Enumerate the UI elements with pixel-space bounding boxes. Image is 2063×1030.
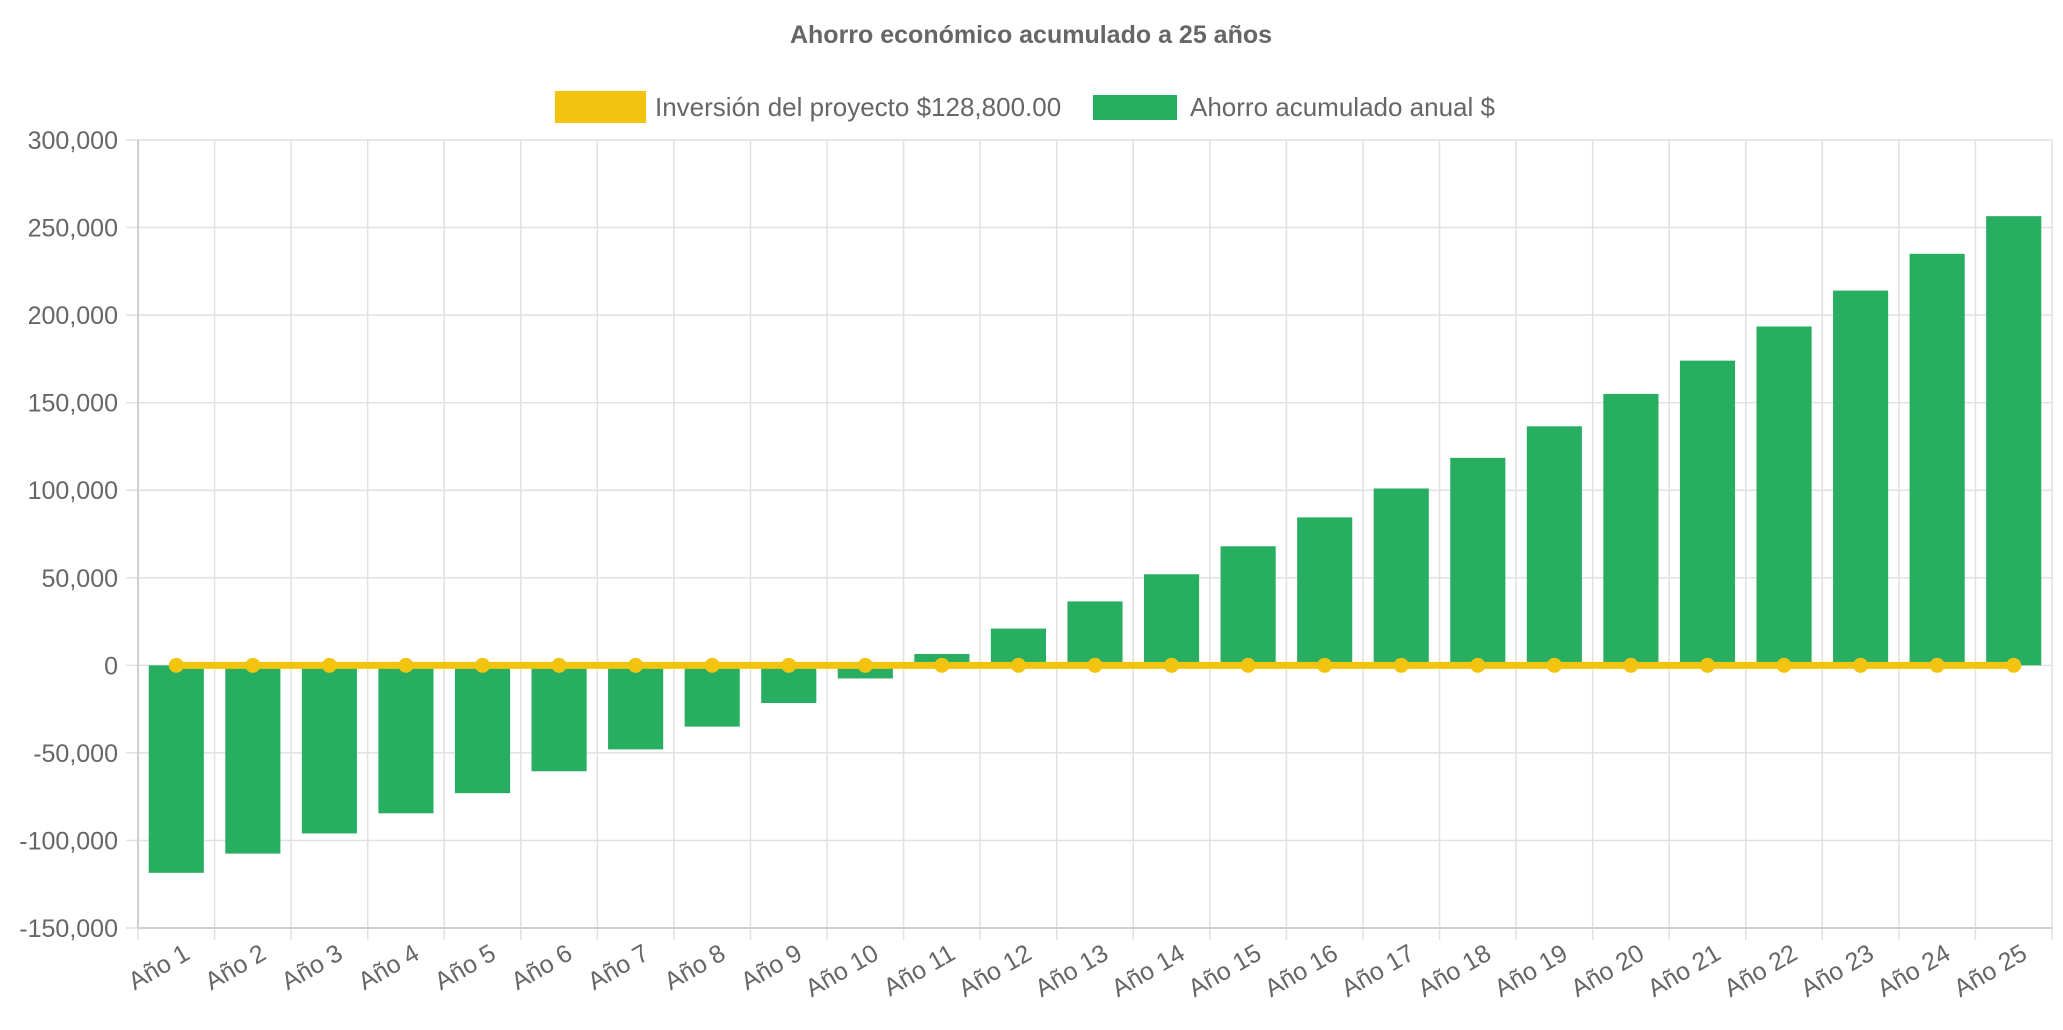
- x-tick-label: Año 25: [1949, 939, 2032, 1003]
- x-tick-label: Año 11: [879, 939, 960, 1002]
- investment-point[interactable]: [551, 657, 567, 673]
- y-tick-label: 50,000: [42, 565, 118, 593]
- savings-bar[interactable]: [608, 665, 664, 750]
- investment-point[interactable]: [1010, 657, 1026, 673]
- y-tick-label: -50,000: [33, 740, 118, 768]
- savings-bar[interactable]: [684, 665, 740, 727]
- investment-point[interactable]: [1623, 657, 1639, 673]
- x-axis: Año 1 Año 2 Año 3 Año 4 Año 5 Año 6 Año 7 Año 8…: [124, 927, 2052, 1003]
- y-tick-label: 150,000: [28, 390, 118, 418]
- x-tick-label: Año 9: [736, 939, 807, 996]
- investment-point[interactable]: [168, 657, 184, 673]
- savings-bar[interactable]: [531, 665, 587, 772]
- savings-bar[interactable]: [1450, 457, 1506, 666]
- savings-bar[interactable]: [1220, 546, 1276, 666]
- investment-point[interactable]: [2006, 657, 2022, 673]
- y-tick-label: 300,000: [28, 127, 118, 155]
- savings-bars: [148, 216, 2042, 873]
- legend: Inversión del proyecto $128,800.00 Ahorr…: [555, 91, 1496, 123]
- savings-bar[interactable]: [1986, 216, 2042, 666]
- investment-point[interactable]: [857, 657, 873, 673]
- y-axis: 300,000 250,000 200,000 150,000 100,000 50,00…: [19, 127, 139, 943]
- investment-point[interactable]: [245, 657, 261, 673]
- x-tick-label: Año 2: [200, 939, 271, 996]
- investment-point[interactable]: [321, 657, 337, 673]
- y-tick-label: 250,000: [28, 215, 118, 243]
- x-tick-label: Año 6: [506, 939, 577, 996]
- x-tick-label: Año 21: [1643, 939, 1726, 1003]
- x-tick-label: Año 13: [1030, 939, 1113, 1003]
- savings-bar[interactable]: [1909, 253, 1965, 666]
- investment-point[interactable]: [398, 657, 414, 673]
- savings-bar[interactable]: [1603, 393, 1659, 666]
- investment-point[interactable]: [781, 657, 797, 673]
- investment-point[interactable]: [1164, 657, 1180, 673]
- y-tick-label: -100,000: [19, 827, 118, 855]
- x-tick-label: Año 3: [277, 939, 348, 996]
- investment-point[interactable]: [1929, 657, 1945, 673]
- investment-point[interactable]: [704, 657, 720, 673]
- x-tick-label: Año 8: [660, 939, 731, 996]
- x-tick-label: Año 15: [1183, 939, 1266, 1003]
- savings-bar[interactable]: [378, 665, 434, 814]
- x-tick-label: Año 24: [1873, 939, 1956, 1003]
- investment-point[interactable]: [1853, 657, 1869, 673]
- x-tick-label: Año 4: [353, 939, 424, 996]
- investment-point[interactable]: [1470, 657, 1486, 673]
- y-tick-label: 200,000: [28, 302, 118, 330]
- investment-point[interactable]: [1546, 657, 1562, 673]
- legend-label-savings: Ahorro acumulado anual $: [1190, 92, 1496, 122]
- savings-bar[interactable]: [148, 665, 204, 873]
- investment-point[interactable]: [934, 657, 950, 673]
- legend-item-investment[interactable]: Inversión del proyecto $128,800.00: [555, 91, 1061, 123]
- chart-title: Ahorro económico acumulado a 25 años: [790, 21, 1272, 49]
- savings-bar[interactable]: [1679, 360, 1736, 666]
- savings-bar[interactable]: [1143, 574, 1200, 666]
- x-tick-label: Año 19: [1490, 939, 1573, 1003]
- x-tick-label: Año 10: [801, 939, 884, 1003]
- x-tick-label: Año 1: [124, 939, 195, 996]
- savings-bar[interactable]: [225, 665, 281, 854]
- investment-point[interactable]: [475, 657, 491, 673]
- x-tick-label: Año 23: [1796, 939, 1879, 1003]
- legend-swatch-savings: [1093, 95, 1177, 120]
- gridlines: [126, 139, 2053, 940]
- investment-point[interactable]: [1699, 657, 1715, 673]
- investment-point[interactable]: [1393, 657, 1409, 673]
- x-tick-label: Año 14: [1107, 939, 1190, 1003]
- x-tick-label: Año 5: [430, 939, 501, 996]
- investment-line: [168, 657, 2022, 673]
- x-tick-label: Año 12: [954, 939, 1037, 1003]
- legend-item-savings[interactable]: Ahorro acumulado anual $: [1093, 92, 1496, 122]
- savings-bar[interactable]: [1373, 488, 1429, 666]
- savings-bar[interactable]: [1297, 517, 1353, 666]
- y-tick-label: 0: [104, 652, 118, 680]
- investment-point[interactable]: [1317, 657, 1333, 673]
- savings-bar[interactable]: [1526, 426, 1582, 666]
- y-tick-label: -150,000: [19, 915, 118, 943]
- y-tick-label: 100,000: [28, 477, 118, 505]
- legend-label-investment: Inversión del proyecto $128,800.00: [655, 92, 1061, 122]
- legend-swatch-investment: [555, 91, 646, 123]
- investment-point[interactable]: [1087, 657, 1103, 673]
- savings-bar[interactable]: [1067, 601, 1123, 666]
- investment-point[interactable]: [1776, 657, 1792, 673]
- investment-point[interactable]: [628, 657, 644, 673]
- x-tick-label: Año 18: [1413, 939, 1496, 1003]
- x-tick-label: Año 22: [1719, 939, 1802, 1003]
- x-tick-label: Año 17: [1337, 939, 1420, 1003]
- x-tick-label: Año 7: [583, 939, 654, 996]
- savings-bar[interactable]: [1833, 290, 1889, 666]
- investment-point[interactable]: [1240, 657, 1256, 673]
- savings-bar[interactable]: [1756, 326, 1812, 666]
- x-tick-label: Año 16: [1260, 939, 1343, 1003]
- savings-bar[interactable]: [454, 665, 511, 794]
- x-tick-label: Año 20: [1566, 939, 1649, 1003]
- savings-bar[interactable]: [301, 665, 357, 834]
